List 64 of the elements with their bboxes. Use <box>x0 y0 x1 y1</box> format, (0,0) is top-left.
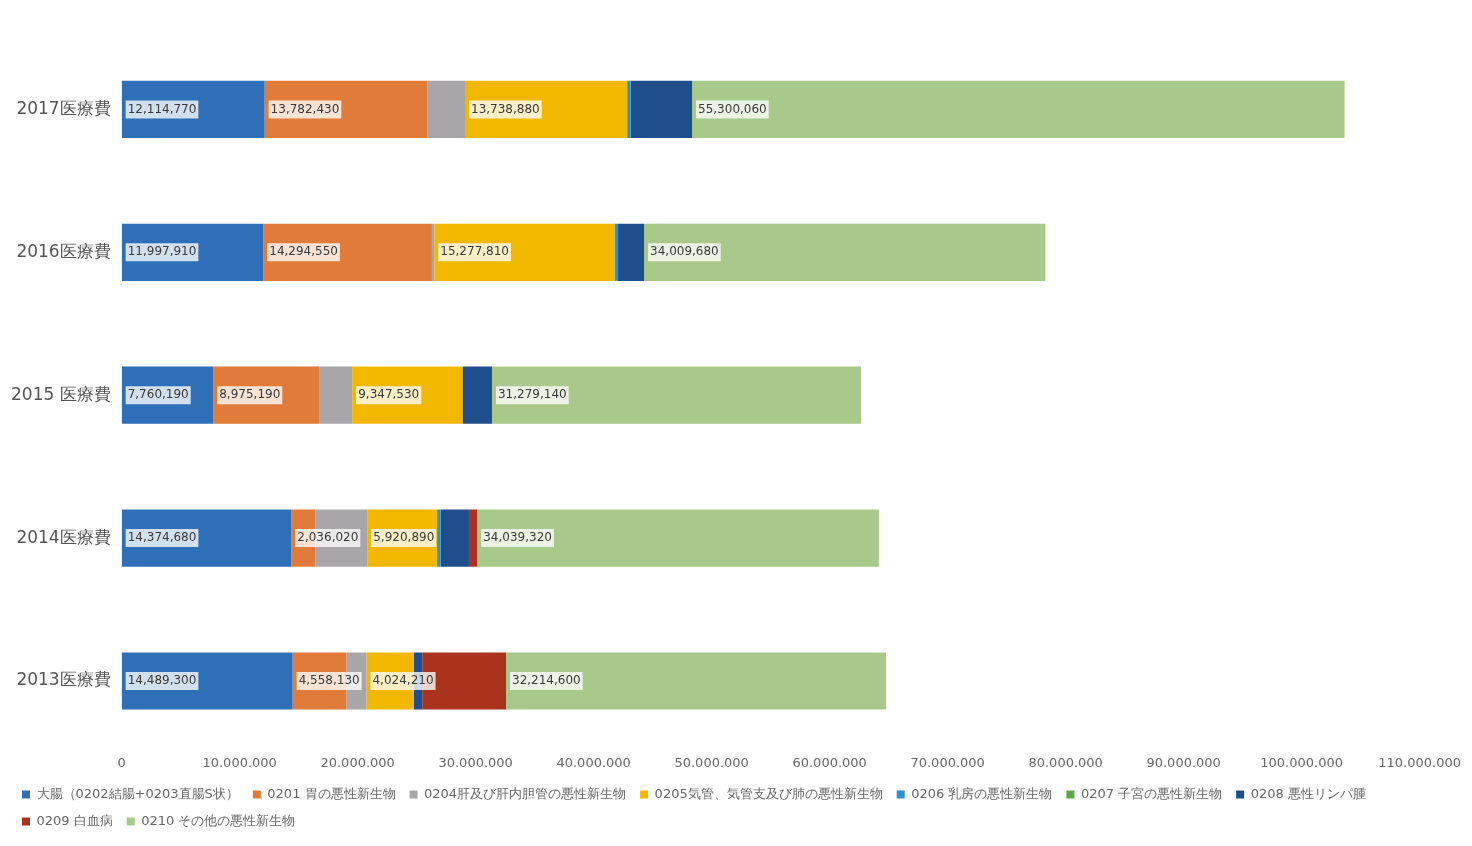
bar <box>630 80 693 139</box>
bar <box>506 652 887 710</box>
bar <box>692 80 1345 139</box>
x-tick-label: 90.000.000 <box>1146 754 1221 770</box>
legend-label: 0208 悪性リンパ腫 <box>1250 785 1366 801</box>
y-tick-label: 2016医療費 <box>16 240 111 261</box>
bar <box>618 223 645 281</box>
data-label: 32,214,600 <box>512 673 581 688</box>
bar <box>644 223 1046 281</box>
legend-label: 0207 子宮の悪性新生物 <box>1080 785 1223 801</box>
data-label: 31,279,140 <box>497 387 567 402</box>
bar <box>491 366 862 424</box>
x-tick-label: 60.000.000 <box>792 754 867 770</box>
bar <box>121 509 292 567</box>
data-label: 14,489,300 <box>127 673 197 688</box>
legend-label: 0205気管、気管支及び肺の悪性新生物 <box>654 785 883 801</box>
data-label: 13,782,430 <box>270 101 340 116</box>
bar <box>627 80 631 139</box>
x-tick-label: 0 <box>117 754 126 770</box>
data-label: 8,975,190 <box>219 387 281 402</box>
legend-label: 大腸（0202結腸+0203直腸S状） <box>36 785 239 801</box>
x-tick-label: 110.000.000 <box>1378 754 1462 770</box>
y-tick-label: 2015 医療費 <box>11 383 111 404</box>
bar <box>440 509 469 567</box>
x-tick-label: 70.000.000 <box>910 754 985 770</box>
y-tick-label: 2014医療費 <box>16 526 111 547</box>
data-label: 34,009,680 <box>650 244 719 259</box>
data-label: 5,920,890 <box>373 530 435 545</box>
data-label: 9,347,530 <box>358 387 420 402</box>
bar <box>434 223 615 281</box>
data-label: 2,036,020 <box>297 530 359 545</box>
data-label: 14,294,550 <box>269 244 338 259</box>
bar <box>427 80 466 139</box>
x-tick-label: 80.000.000 <box>1028 754 1103 770</box>
data-label: 4,024,210 <box>372 673 434 688</box>
bar <box>462 366 492 424</box>
x-tick-label: 30.000.000 <box>438 754 513 770</box>
data-label: 4,558,130 <box>298 673 360 688</box>
data-label: 15,277,810 <box>440 244 509 259</box>
legend-label: 0210 その他の悪性新生物 <box>141 812 296 828</box>
data-label: 55,300,060 <box>698 101 767 116</box>
bar <box>477 509 879 567</box>
legend-label: 0201 胃の悪性新生物 <box>267 785 396 801</box>
data-label: 11,997,910 <box>127 244 197 259</box>
data-label: 12,114,770 <box>127 101 197 116</box>
bar <box>319 366 353 424</box>
legend-label: 0209 白血病 <box>36 812 113 828</box>
data-label: 13,738,880 <box>471 101 540 116</box>
bar <box>468 509 478 567</box>
x-tick-label: 100.000.000 <box>1260 754 1344 770</box>
data-label: 7,760,190 <box>127 387 189 402</box>
data-label: 14,374,680 <box>127 530 197 545</box>
x-tick-label: 10.000.000 <box>202 754 277 770</box>
y-tick-label: 2013医療費 <box>16 669 111 690</box>
y-tick-label: 2017医療費 <box>16 97 111 118</box>
legend-label: 0206 乳房の悪性新生物 <box>911 785 1053 801</box>
bar <box>121 652 293 710</box>
x-tick-label: 40.000.000 <box>556 754 631 770</box>
legend-label: 0204肝及び肝内胆管の悪性新生物 <box>424 785 627 801</box>
bar <box>263 223 432 281</box>
x-tick-label: 20.000.000 <box>320 754 395 770</box>
bar <box>437 509 441 567</box>
x-tick-label: 50.000.000 <box>674 754 749 770</box>
data-label: 34,039,320 <box>483 530 552 545</box>
